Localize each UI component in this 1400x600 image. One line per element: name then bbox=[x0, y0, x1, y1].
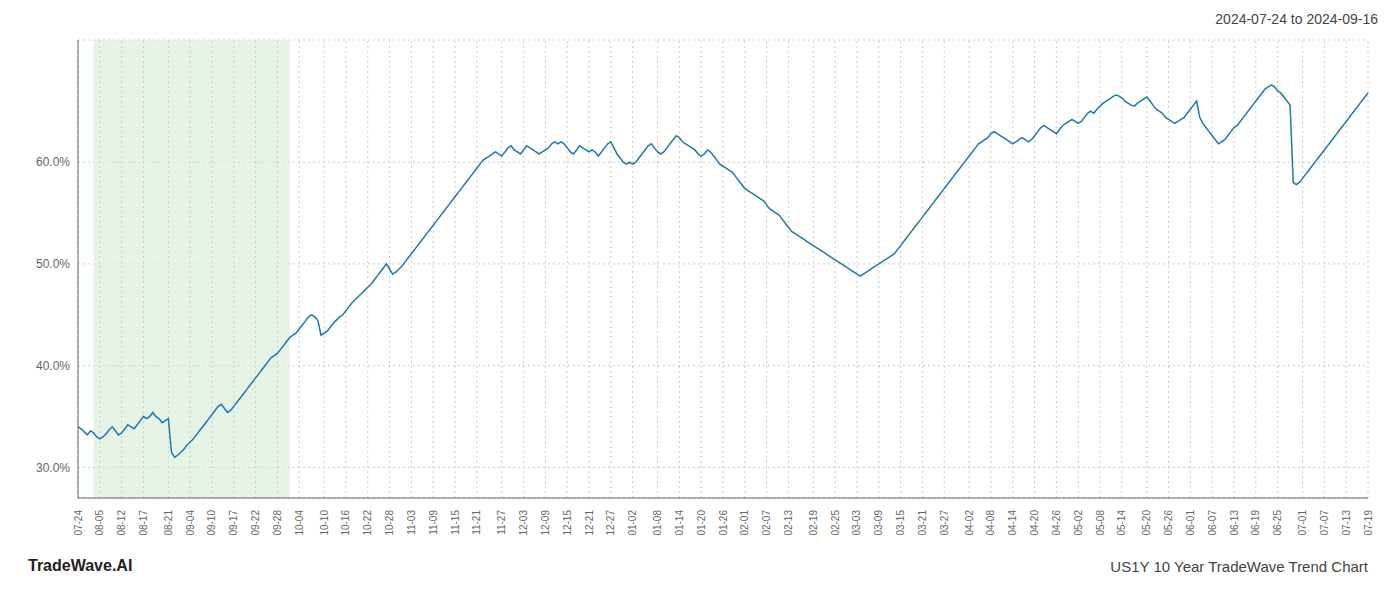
svg-text:03-03: 03-03 bbox=[851, 510, 862, 536]
svg-text:12-27: 12-27 bbox=[605, 510, 616, 536]
svg-text:09-22: 09-22 bbox=[250, 510, 261, 536]
svg-text:08-12: 08-12 bbox=[116, 510, 127, 536]
svg-text:05-14: 05-14 bbox=[1116, 510, 1127, 536]
svg-text:07-13: 07-13 bbox=[1341, 510, 1352, 536]
svg-text:06-01: 06-01 bbox=[1185, 510, 1196, 536]
svg-text:40.0%: 40.0% bbox=[36, 359, 70, 373]
svg-text:02-13: 02-13 bbox=[783, 510, 794, 536]
svg-text:07-01: 07-01 bbox=[1297, 510, 1308, 536]
svg-text:09-10: 09-10 bbox=[206, 510, 217, 536]
html-text:TradeWave.AI: TradeWave.AI bbox=[28, 557, 133, 574]
svg-text:06-13: 06-13 bbox=[1229, 510, 1240, 536]
svg-text:06-19: 06-19 bbox=[1250, 510, 1261, 536]
svg-text:09-28: 09-28 bbox=[272, 510, 283, 536]
svg-text:01-26: 01-26 bbox=[718, 510, 729, 536]
svg-text:01-02: 01-02 bbox=[627, 510, 638, 536]
svg-text:11-21: 11-21 bbox=[471, 510, 482, 535]
svg-text:04-14: 04-14 bbox=[1007, 510, 1018, 536]
svg-text:04-26: 04-26 bbox=[1051, 510, 1062, 536]
svg-text:50.0%: 50.0% bbox=[36, 257, 70, 271]
html-text:2024-07-24 to 2024-09-16: 2024-07-24 to 2024-09-16 bbox=[1215, 11, 1378, 27]
svg-text:07-07: 07-07 bbox=[1319, 510, 1330, 536]
svg-text:08-21: 08-21 bbox=[163, 510, 174, 536]
svg-text:06-07: 06-07 bbox=[1207, 510, 1218, 536]
svg-text:07-24: 07-24 bbox=[73, 510, 84, 536]
svg-text:10-28: 10-28 bbox=[384, 510, 395, 536]
svg-text:05-08: 05-08 bbox=[1095, 510, 1106, 536]
svg-text:11-03: 11-03 bbox=[406, 510, 417, 535]
svg-text:02-25: 02-25 bbox=[830, 510, 841, 536]
svg-text:05-26: 05-26 bbox=[1163, 510, 1174, 536]
svg-text:10-22: 10-22 bbox=[362, 510, 373, 536]
svg-text:08-05: 08-05 bbox=[94, 510, 105, 536]
svg-text:04-02: 04-02 bbox=[964, 510, 975, 536]
svg-text:01-14: 01-14 bbox=[674, 510, 685, 536]
svg-text:02-01: 02-01 bbox=[739, 510, 750, 536]
svg-text:01-20: 01-20 bbox=[696, 510, 707, 536]
svg-text:08-17: 08-17 bbox=[138, 510, 149, 536]
svg-text:04-20: 04-20 bbox=[1029, 510, 1040, 536]
svg-text:07-19: 07-19 bbox=[1363, 510, 1374, 536]
html-text:US1Y 10 Year TradeWave Trend C: US1Y 10 Year TradeWave Trend Chart bbox=[1110, 557, 1368, 575]
svg-text:11-27: 11-27 bbox=[496, 510, 507, 535]
svg-text:02-19: 02-19 bbox=[808, 510, 819, 536]
svg-text:12-03: 12-03 bbox=[518, 510, 529, 536]
svg-text:02-07: 02-07 bbox=[761, 510, 772, 536]
svg-text:10-04: 10-04 bbox=[294, 510, 305, 536]
svg-text:11-15: 11-15 bbox=[450, 510, 461, 535]
svg-text:06-25: 06-25 bbox=[1272, 510, 1283, 536]
svg-text:30.0%: 30.0% bbox=[36, 461, 70, 475]
svg-text:60.0%: 60.0% bbox=[36, 155, 70, 169]
svg-text:09-17: 09-17 bbox=[228, 510, 239, 536]
svg-text:12-09: 12-09 bbox=[540, 510, 551, 536]
svg-text:04-08: 04-08 bbox=[985, 510, 996, 536]
svg-text:12-15: 12-15 bbox=[562, 510, 573, 536]
svg-text:05-20: 05-20 bbox=[1141, 510, 1152, 536]
svg-text:03-21: 03-21 bbox=[917, 510, 928, 536]
svg-text:11-09: 11-09 bbox=[428, 510, 439, 535]
svg-text:01-08: 01-08 bbox=[652, 510, 663, 536]
svg-text:09-04: 09-04 bbox=[185, 510, 196, 536]
svg-text:05-02: 05-02 bbox=[1073, 510, 1084, 536]
svg-text:03-09: 03-09 bbox=[873, 510, 884, 536]
svg-text:10-10: 10-10 bbox=[319, 510, 330, 536]
svg-text:10-16: 10-16 bbox=[340, 510, 351, 536]
svg-text:12-21: 12-21 bbox=[584, 510, 595, 536]
svg-text:03-27: 03-27 bbox=[939, 510, 950, 536]
svg-text:03-15: 03-15 bbox=[895, 510, 906, 536]
